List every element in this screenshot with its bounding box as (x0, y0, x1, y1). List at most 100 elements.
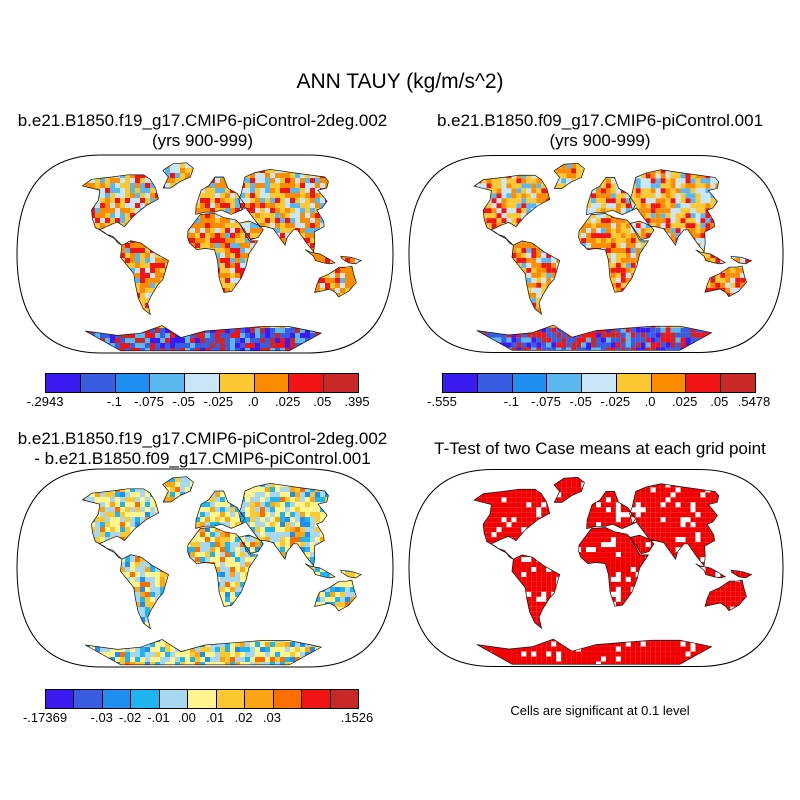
coastline-centralAmerica (490, 543, 514, 560)
coastline-europe (195, 176, 246, 215)
coastline-greenland (553, 476, 585, 503)
colorbar-tick-label: .1526 (340, 710, 374, 725)
coastline-australia (704, 579, 747, 612)
colorbar-swatch (302, 690, 331, 708)
panel3-title-line2: - b.e21.B1850.f09_g17.CMIP6-piControl.00… (34, 449, 371, 468)
coastline-northAmerica (81, 488, 159, 545)
colorbar-swatch (185, 374, 220, 392)
panel3-colorbar (45, 689, 359, 709)
colorbar-swatch (74, 690, 103, 708)
coastline-indonesia (730, 255, 753, 265)
coastline-southAmerica (511, 240, 561, 316)
map-border (16, 468, 394, 668)
colorbar-swatch (80, 374, 116, 392)
coastline-northAmerica (473, 174, 551, 231)
colorbar-tick-label: .0 (644, 394, 656, 409)
colorbar-tick-label: .05 (313, 394, 332, 409)
coastline-indonesia (730, 569, 753, 579)
panel3-title: b.e21.B1850.f19_g17.CMIP6-piControl-2deg… (0, 429, 405, 469)
coastline-europe (586, 177, 636, 216)
colorbar-tick-label: -.1 (503, 394, 519, 409)
colorbar-swatch (721, 374, 756, 392)
panel2-title-line2: (yrs 900-999) (549, 131, 651, 150)
coastline-southAmerica (120, 554, 169, 630)
colorbar-swatch (686, 374, 722, 392)
colorbar-swatch (330, 690, 358, 708)
colorbar-tick-label: -.02 (118, 710, 142, 725)
coastline-africa (578, 213, 650, 293)
colorbar-swatch (443, 374, 478, 392)
panel1-title-line2: (yrs 900-999) (151, 131, 254, 150)
coastline-asia (238, 168, 329, 253)
colorbar-swatch (131, 690, 160, 708)
panel2-colorbar-labels: -.555 -.1 -.075 -.05 -.025 .0 .025 .05 .5478 (427, 394, 770, 412)
coastline-arabia (629, 534, 655, 555)
coastline-asia (238, 482, 329, 567)
colorbar-tick-label: .02 (234, 710, 253, 725)
coastline-africa (578, 527, 650, 607)
figure-title: ANN TAUY (kg/m/s^2) (296, 70, 504, 93)
coastline-asia (629, 169, 720, 253)
colorbar-swatch (477, 374, 513, 392)
colorbar-swatch (254, 374, 290, 392)
coastline-australia (314, 579, 357, 612)
colorbar-tick-label: .01 (206, 710, 225, 725)
coastline-greenland (553, 162, 585, 189)
panel1-title-line1: b.e21.B1850.f19_g17.CMIP6-piControl-2deg… (17, 111, 388, 130)
colorbar-swatch (512, 374, 548, 392)
coastline-antarctica (85, 325, 323, 352)
coastline-northAmerica (473, 488, 551, 545)
colorbar-tick-label: .5478 (737, 394, 771, 409)
colorbar-tick-label: -.075 (134, 394, 164, 409)
coastline-northAmerica (81, 174, 159, 231)
coastline-centralAmerica (99, 229, 123, 246)
colorbar-swatch (46, 374, 81, 392)
colorbar-tick-label: -.025 (203, 394, 234, 409)
colorbar-tick-label: .00 (177, 710, 196, 725)
colorbar-tick-label: .03 (262, 710, 281, 725)
colorbar-swatch (245, 690, 274, 708)
coastline-arabia (238, 220, 264, 241)
map-border (408, 469, 784, 667)
panel1-colorbar (45, 373, 359, 393)
colorbar-swatch (547, 374, 583, 392)
coastline-australia (704, 265, 747, 298)
panel2-title: b.e21.B1850.f09_g17.CMIP6-piControl.001 … (400, 111, 800, 151)
colorbar-swatch (150, 374, 186, 392)
colorbar-tick-label: -.075 (531, 394, 561, 409)
coastline-centralAmerica (490, 229, 514, 246)
colorbar-swatch (188, 690, 217, 708)
panel2-colorbar (442, 373, 756, 393)
colorbar-tick-label: -.17369 (22, 710, 68, 725)
colorbar-swatch (651, 374, 687, 392)
coastline-seAsia (304, 563, 336, 579)
colorbar-tick-label: -.1 (106, 394, 122, 409)
coastline-africa (187, 212, 259, 293)
coastline-indonesia (340, 569, 363, 579)
map-border (408, 155, 784, 353)
coastline-africa (187, 526, 259, 607)
coastline-asia (629, 483, 720, 567)
colorbar-swatch (46, 690, 75, 708)
colorbar-tick-label: -.01 (147, 710, 170, 725)
colorbar-swatch (159, 690, 189, 708)
colorbar-swatch (324, 374, 359, 392)
colorbar-tick-label: .025 (275, 394, 301, 409)
coastline-antarctica (85, 639, 323, 666)
coastline-greenland (162, 476, 194, 503)
coastline-southAmerica (120, 240, 169, 316)
colorbar-tick-label: .05 (710, 394, 729, 409)
coastline-greenland (162, 162, 194, 189)
colorbar-tick-label: .395 (344, 394, 370, 409)
map-field-cells (474, 477, 752, 665)
colorbar-swatch (219, 374, 255, 392)
map-field-cells (82, 162, 362, 351)
colorbar-swatch (273, 690, 303, 708)
coastline-indonesia (340, 255, 363, 265)
colorbar-tick-label: -.555 (427, 394, 457, 409)
panel4-title: T-Test of two Case means at each grid po… (400, 439, 800, 459)
coastline-australia (314, 265, 357, 298)
panel1-title: b.e21.B1850.f19_g17.CMIP6-piControl-2deg… (0, 111, 405, 151)
coastline-antarctica (476, 638, 713, 665)
colorbar-tick-label: -.05 (569, 394, 592, 409)
